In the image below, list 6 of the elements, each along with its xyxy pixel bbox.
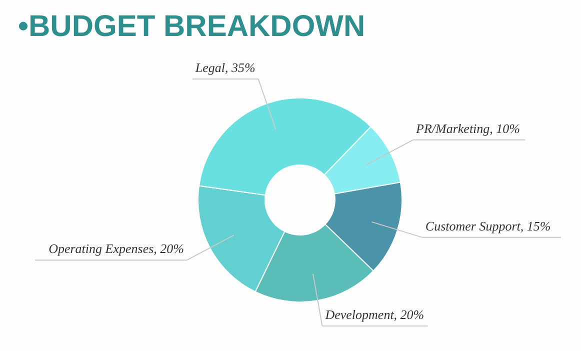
- slice-label: Operating Expenses, 20%: [48, 241, 184, 256]
- slice-label: PR/Marketing, 10%: [415, 120, 520, 136]
- slice-label: Development, 20%: [324, 307, 424, 322]
- slice-label: Legal, 35%: [194, 60, 256, 75]
- chart-title: •BUDGET BREAKDOWN: [18, 10, 366, 43]
- slice-label: Customer Support, 15%: [425, 218, 551, 234]
